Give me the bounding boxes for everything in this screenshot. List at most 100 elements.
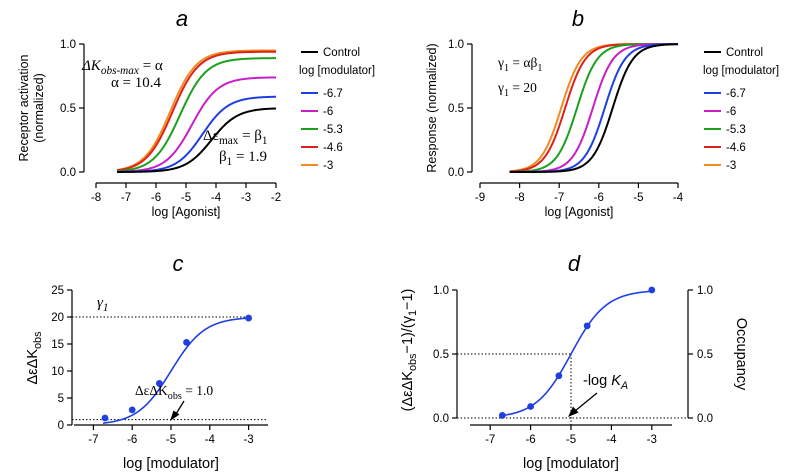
panel-c: c -7 -6 -5 -4 -3 0 5 10 15 20 25 γ1 ΔεΔKobs = 1.0 log … <box>25 251 268 472</box>
x-tick-label: -8 <box>91 192 101 204</box>
legend-entry-label: -6.7 <box>726 88 746 100</box>
data-point <box>583 322 591 330</box>
data-point <box>527 403 534 410</box>
legend-title: log [modulator] <box>299 65 375 77</box>
y-tick-label: 15 <box>51 339 64 351</box>
annotation-gamma: γ1 <box>97 295 109 314</box>
y-tick-label: 0.0 <box>433 413 449 425</box>
data-point <box>128 406 136 414</box>
legend-title: log [modulator] <box>703 65 779 77</box>
x-axis-title: log [Agonist] <box>545 205 614 219</box>
x-tick-label: -7 <box>554 192 564 204</box>
panel-b: b -9 -8 -7 -6 -5 -4 0.0 0.5 1.0 log [Agonist] Respo… <box>425 6 779 219</box>
x-axis-title: log [modulator] <box>123 456 219 472</box>
data-point <box>245 314 253 322</box>
annotation-unity: ΔεΔKobs = 1.0 <box>135 383 213 402</box>
data-point <box>555 372 563 380</box>
x-tick-label: -5 <box>633 192 643 204</box>
series-line <box>116 76 277 173</box>
x-tick-label: -6 <box>127 434 137 446</box>
x-tick-label: -5 <box>566 434 576 446</box>
panel-label-d: d <box>568 251 581 276</box>
y-tick-label: 5 <box>58 393 64 405</box>
legend-entry-label: -5.3 <box>323 124 343 136</box>
y-tick-label: 1.0 <box>448 39 464 51</box>
series-line <box>116 57 277 173</box>
legend-b: Control log [modulator] -6.7 -6 -5.3 -4.6 -3 <box>703 47 779 172</box>
series-line <box>116 49 276 171</box>
y-tick-label: 10 <box>51 366 64 378</box>
arrow-head <box>568 406 579 417</box>
x-axis-title: log [Agonist] <box>152 205 221 219</box>
fit-curve <box>103 317 249 424</box>
y-tick-label: 25 <box>51 285 64 297</box>
right-tick-label: 0.0 <box>697 413 713 425</box>
data-point <box>101 414 109 422</box>
legend-entry-label: -3 <box>323 160 333 172</box>
data-point <box>498 412 506 419</box>
series-line <box>509 43 679 173</box>
legend-a: Control log [modulator] -6.7 -6 -5.3 -4.6 -3 <box>299 47 375 172</box>
panel-d: d -7 -6 -5 -4 -3 0.0 0.5 1.0 0.0 0.5 1.0 -log KA log … <box>400 251 749 472</box>
y-axis-title: Response (normalized) <box>425 43 439 172</box>
y-tick-label: 1.0 <box>60 39 76 51</box>
x-tick-label: -2 <box>271 192 281 204</box>
y-axis-title: Receptor activation(normalized) <box>17 54 46 161</box>
legend-control-label: Control <box>323 47 360 59</box>
annotation-gamma-value: γ1 = 20 <box>497 80 537 99</box>
arrow-shaft <box>175 400 185 415</box>
x-tick-label: -9 <box>475 192 485 204</box>
fit-curve <box>500 290 652 417</box>
right-tick-label: 1.0 <box>697 285 713 297</box>
y-tick-label: 0.5 <box>448 103 464 115</box>
x-tick-label: -8 <box>514 192 524 204</box>
x-tick-label: -5 <box>166 434 176 446</box>
annotation-k-max: ΔKobs-max = α <box>81 58 163 77</box>
x-tick-label: -4 <box>673 192 684 204</box>
y-tick-label: 0.0 <box>60 167 76 179</box>
y-tick-label: 0.5 <box>433 349 449 361</box>
legend-entry-label: -5.3 <box>726 124 746 136</box>
series-line <box>116 50 277 172</box>
arrow-head <box>170 410 180 421</box>
legend-entry-label: -6 <box>323 106 333 118</box>
x-axis-title: log [modulator] <box>523 456 619 472</box>
x-tick-label: -4 <box>205 434 216 446</box>
annotation-e-max: Δεmax = β1 <box>203 128 268 147</box>
x-tick-label: -4 <box>211 192 222 204</box>
legend-entry-label: -6.7 <box>323 88 343 100</box>
x-tick-label: -6 <box>525 434 535 446</box>
legend-entry-label: -4.6 <box>726 142 746 154</box>
y-tick-label: 1.0 <box>433 285 449 297</box>
x-tick-label: -3 <box>647 434 657 446</box>
x-tick-label: -6 <box>594 192 604 204</box>
data-point <box>183 338 190 346</box>
y-tick-label: 0.5 <box>60 103 76 115</box>
data-point <box>648 286 656 294</box>
legend-entry-label: -4.6 <box>323 142 343 154</box>
series-line <box>117 107 277 173</box>
x-tick-label: -5 <box>181 192 191 204</box>
y-axis-title: ΔεΔKobs <box>25 331 44 385</box>
legend-entry-label: -6 <box>726 106 736 118</box>
x-tick-label: -3 <box>243 434 253 446</box>
y-tick-label: 0.0 <box>448 167 464 179</box>
x-tick-label: -3 <box>241 192 251 204</box>
data-point <box>155 380 163 387</box>
annotation-alpha-value: α = 10.4 <box>111 75 162 91</box>
x-tick-label: -7 <box>485 434 495 446</box>
panel-a: a -8 -7 -6 -5 -4 -3 -2 0.0 0.5 1.0 log [Agonist] Rec… <box>17 6 375 219</box>
panel-label-a: a <box>176 6 188 31</box>
legend-entry-label: -3 <box>726 160 736 172</box>
annotation-gamma-formula: γ1 = αβ1 <box>497 55 542 74</box>
right-axis-title: Occupancy <box>733 318 749 391</box>
y-tick-label: 20 <box>51 312 64 324</box>
right-tick-label: 0.5 <box>697 349 713 361</box>
x-tick-label: -6 <box>151 192 161 204</box>
x-tick-label: -4 <box>606 434 617 446</box>
y-tick-label: 0 <box>58 420 64 432</box>
annotation-logka: -log KA <box>583 373 628 392</box>
y-axis-title: (ΔεΔKobs−1)/(γ1−1) <box>400 289 419 412</box>
legend-control-label: Control <box>726 47 763 59</box>
